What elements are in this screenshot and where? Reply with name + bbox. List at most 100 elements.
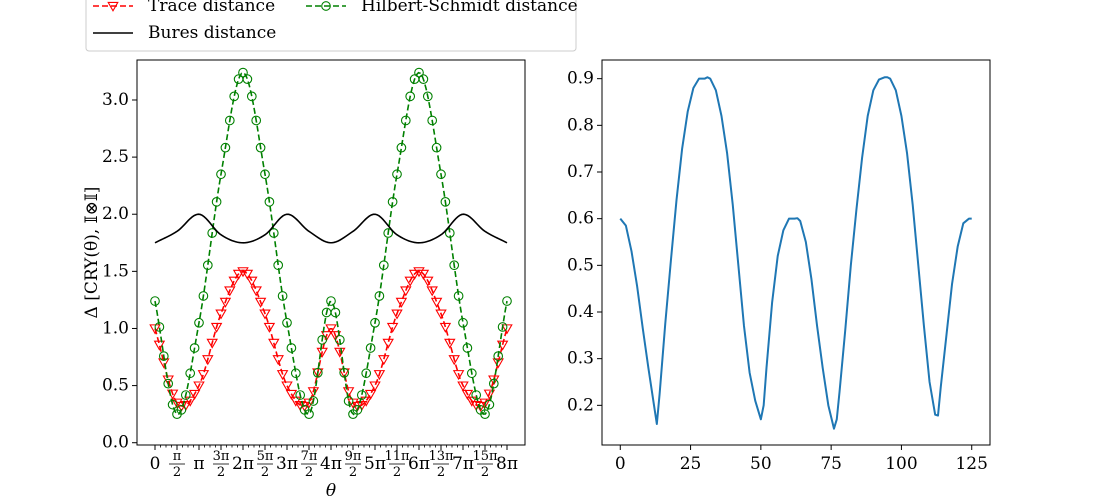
left-xtick-label-5-2-den: 2 bbox=[261, 465, 269, 480]
point-trace-distance bbox=[395, 297, 408, 308]
point-trace-distance bbox=[430, 297, 443, 308]
point-hilbert-schmidt-distance bbox=[440, 197, 451, 207]
point-trace-distance bbox=[364, 389, 377, 400]
right-xtick-label: 100 bbox=[885, 454, 917, 474]
legend-entry-trace-distance: Trace distance bbox=[93, 0, 275, 16]
point-hilbert-schmidt-distance bbox=[466, 368, 477, 379]
point-trace-distance bbox=[197, 370, 210, 381]
point-trace-distance bbox=[439, 322, 452, 333]
point-hilbert-schmidt-distance bbox=[334, 334, 345, 345]
point-hilbert-schmidt-distance bbox=[330, 307, 341, 318]
point-hilbert-schmidt-distance bbox=[418, 74, 429, 84]
point-trace-distance bbox=[479, 398, 491, 409]
point-trace-distance bbox=[483, 389, 496, 400]
point-hilbert-schmidt-distance bbox=[436, 169, 446, 180]
point-hilbert-schmidt-distance bbox=[471, 390, 482, 400]
point-hilbert-schmidt-distance bbox=[405, 91, 416, 102]
legend-marker bbox=[321, 1, 331, 11]
point-trace-distance bbox=[413, 267, 425, 278]
point-hilbert-schmidt-distance bbox=[370, 317, 380, 328]
point-hilbert-schmidt-distance bbox=[290, 368, 301, 379]
point-trace-distance bbox=[202, 355, 214, 366]
point-hilbert-schmidt-distance bbox=[317, 334, 328, 345]
series-hilbert-schmidt-distance bbox=[150, 67, 512, 420]
point-hilbert-schmidt-distance bbox=[396, 142, 407, 153]
right-series-line bbox=[619, 76, 972, 430]
point-trace-distance bbox=[307, 387, 320, 398]
right-ytick-label: 0.8 bbox=[567, 115, 594, 135]
right-ytick-label: 0.9 bbox=[567, 69, 594, 89]
left-ytick-label: 1.0 bbox=[102, 318, 129, 338]
point-hilbert-schmidt-distance bbox=[260, 169, 270, 180]
left-xtick-label-3-2: 3π2 bbox=[213, 449, 230, 480]
point-hilbert-schmidt-distance bbox=[273, 260, 284, 271]
left-xtick-label-7-text: 7π bbox=[452, 454, 474, 474]
point-hilbert-schmidt-distance bbox=[224, 115, 235, 126]
left-xtick-label-4-text: 4π bbox=[320, 454, 342, 474]
point-hilbert-schmidt-distance bbox=[154, 322, 165, 332]
left-xtick-label-11-2-den: 2 bbox=[393, 465, 401, 480]
left-xtick-label-2: π2 bbox=[169, 449, 185, 480]
point-hilbert-schmidt-distance bbox=[352, 405, 363, 415]
point-trace-distance bbox=[228, 276, 240, 287]
point-hilbert-schmidt-distance bbox=[207, 228, 218, 238]
left-xtick-label-6: 6π bbox=[408, 454, 430, 474]
point-trace-distance bbox=[457, 381, 469, 392]
left-xtick-label-9-2-num: 9π bbox=[345, 449, 362, 464]
right-ytick-label: 0.3 bbox=[567, 349, 594, 369]
left-xtick-label-2-text: 2π bbox=[232, 454, 254, 474]
point-hilbert-schmidt-distance bbox=[185, 368, 196, 379]
point-trace-distance bbox=[259, 309, 271, 320]
point-hilbert-schmidt-distance bbox=[167, 399, 178, 410]
right-ytick-label: 0.4 bbox=[567, 302, 594, 322]
point-trace-distance bbox=[404, 276, 416, 287]
point-trace-distance bbox=[285, 389, 298, 400]
point-hilbert-schmidt-distance bbox=[484, 399, 495, 410]
legend-label: Bures distance bbox=[148, 23, 276, 43]
legend-label: Hilbert-Schmidt distance bbox=[361, 0, 578, 16]
point-trace-distance bbox=[232, 269, 245, 280]
point-hilbert-schmidt-distance bbox=[304, 409, 314, 420]
legend: Trace distance Hilbert-Schmidt distance Bu… bbox=[85, 0, 578, 52]
left-xtick-label-3-text: 3π bbox=[276, 454, 298, 474]
point-trace-distance bbox=[448, 355, 460, 366]
point-trace-distance bbox=[276, 370, 289, 381]
left-xtick-label-5-text: 5π bbox=[364, 454, 386, 474]
left-xtick-label-3-2-num: 3π bbox=[213, 449, 230, 464]
point-hilbert-schmidt-distance bbox=[150, 296, 160, 306]
point-trace-distance bbox=[171, 398, 183, 409]
left-xtick-label-3: 3π bbox=[276, 454, 298, 474]
left-xtick-label-13-2-num: 13π bbox=[428, 449, 454, 464]
point-hilbert-schmidt-distance bbox=[295, 390, 306, 400]
point-hilbert-schmidt-distance bbox=[211, 197, 222, 207]
legend-box bbox=[85, 0, 577, 52]
series-line-hilbert-schmidt-distance bbox=[154, 71, 508, 416]
point-trace-distance bbox=[391, 309, 403, 320]
point-trace-distance bbox=[316, 347, 328, 358]
point-trace-distance bbox=[184, 396, 196, 407]
point-hilbert-schmidt-distance bbox=[238, 67, 248, 78]
left-xtick-label-: π bbox=[193, 454, 204, 474]
point-trace-distance bbox=[417, 269, 430, 280]
point-trace-distance bbox=[153, 340, 166, 351]
point-hilbert-schmidt-distance bbox=[326, 296, 336, 306]
point-hilbert-schmidt-distance bbox=[220, 142, 231, 153]
point-trace-distance bbox=[246, 276, 258, 287]
point-hilbert-schmidt-distance bbox=[392, 169, 402, 180]
point-trace-distance bbox=[215, 309, 227, 320]
right-xtick-label: 25 bbox=[680, 454, 702, 474]
point-hilbert-schmidt-distance bbox=[180, 390, 191, 400]
point-hilbert-schmidt-distance bbox=[216, 169, 226, 180]
point-trace-distance bbox=[254, 297, 267, 308]
point-hilbert-schmidt-distance bbox=[480, 409, 490, 420]
point-hilbert-schmidt-distance bbox=[189, 343, 200, 353]
left-xtick-label-2-num: π bbox=[173, 449, 182, 464]
left-xtick-label-2: 2π bbox=[232, 454, 254, 474]
left-xtick-label-5: 5π bbox=[364, 454, 386, 474]
point-trace-distance bbox=[224, 286, 236, 297]
point-trace-distance bbox=[426, 286, 438, 297]
point-hilbert-schmidt-distance bbox=[414, 67, 424, 78]
